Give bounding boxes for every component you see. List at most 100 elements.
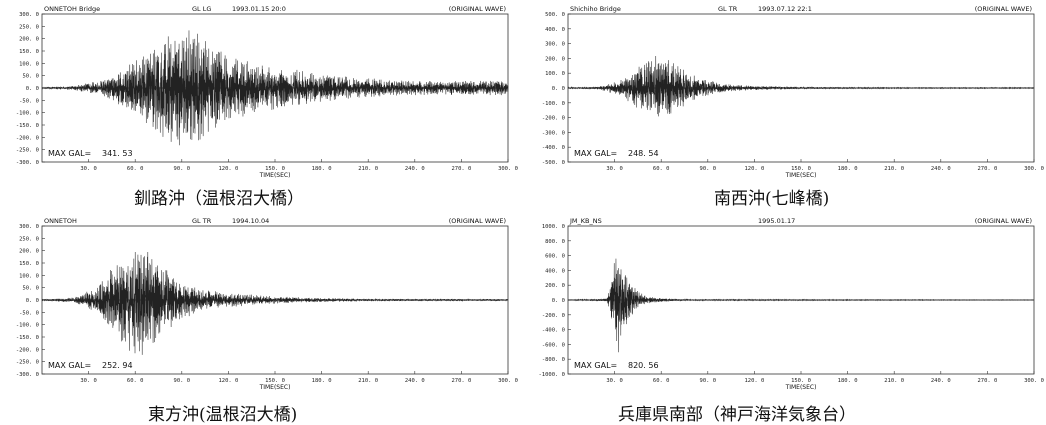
y-tick-label: 300. 0 [19, 12, 39, 18]
x-tick-label: 150. 0 [265, 378, 285, 384]
x-tick-label: 60. 0 [127, 166, 144, 172]
y-tick-label: 100. 0 [19, 61, 39, 67]
panel-kushiro: ONNETOH Bridge GL LG 1993.01.15 20:0 (ORIGI… [0, 0, 520, 210]
date-label: 1994.10.04 [232, 217, 269, 225]
x-tick-label: 90. 0 [700, 378, 717, 384]
x-tick-label: 30. 0 [606, 166, 623, 172]
waveform-trace [567, 258, 1035, 353]
component-label: GL LG [192, 5, 211, 13]
x-tick-label: 300. 0 [498, 378, 518, 384]
x-tick-label: 180. 0 [838, 378, 858, 384]
y-tick-label: 200. 0 [19, 37, 39, 43]
caption-nansei: 南西沖(七峰橋) [714, 189, 830, 209]
y-tick-label: 200. 0 [19, 249, 39, 255]
station-label: JM_KB_NS [569, 217, 602, 225]
x-tick-label: 270. 0 [451, 378, 471, 384]
x-tick-label: 180. 0 [838, 166, 858, 172]
y-tick-label: 50. 0 [22, 74, 39, 80]
y-tick-label: 600. 0 [545, 254, 565, 260]
x-tick-label: 240. 0 [405, 166, 425, 172]
x-axis-label: TIME(SEC) [785, 172, 817, 179]
x-tick-label: 300. 0 [498, 166, 518, 172]
x-tick-label: 210. 0 [884, 378, 904, 384]
x-tick-label: 300. 0 [1024, 166, 1044, 172]
x-tick-label: 30. 0 [80, 166, 97, 172]
y-tick-label: -100. 0 [16, 323, 39, 329]
x-tick-label: 270. 0 [977, 166, 997, 172]
panel-toho: ONNETOH GL TR 1994.10.04 (ORIGINAL WAVE) 300… [0, 212, 520, 425]
x-tick-label: 120. 0 [218, 166, 238, 172]
y-tick-label: -150. 0 [16, 123, 39, 129]
y-tick-label: 0. 0 [26, 298, 39, 304]
y-tick-label: 400. 0 [545, 268, 565, 274]
y-tick-label: -300. 0 [16, 372, 39, 378]
max-gal-label: MAX GAL= [48, 361, 91, 370]
y-tick-label: 500. 0 [545, 12, 565, 18]
y-tick-label: -250. 0 [16, 360, 39, 366]
max-gal-label: MAX GAL= [48, 149, 91, 158]
chart-nansei: Shichiho Bridge GL TR 1993.07.12 22:1 (ORIG… [542, 5, 1044, 179]
wave-tag: (ORIGINAL WAVE) [975, 5, 1032, 13]
station-label: ONNETOH Bridge [44, 5, 100, 13]
y-tick-label: 300. 0 [545, 42, 565, 48]
station-label: Shichiho Bridge [570, 5, 621, 13]
y-tick-label: 100. 0 [19, 273, 39, 279]
x-tick-label: 90. 0 [700, 166, 717, 172]
waveform-trace [41, 251, 509, 355]
y-tick-label: -500. 0 [542, 160, 565, 166]
y-tick-label: 200. 0 [545, 283, 565, 289]
x-tick-label: 120. 0 [744, 378, 764, 384]
x-tick-label: 150. 0 [791, 378, 811, 384]
x-axis-label: TIME(SEC) [259, 384, 291, 391]
x-tick-label: 240. 0 [931, 378, 951, 384]
max-gal-value: 341. 53 [102, 149, 133, 158]
y-tick-label: 250. 0 [19, 236, 39, 242]
y-tick-label: -200. 0 [16, 135, 39, 141]
x-tick-label: 90. 0 [174, 166, 191, 172]
caption-hyogo: 兵庫県南部（神戸海洋気象台） [618, 405, 856, 425]
y-tick-label: -800. 0 [542, 357, 565, 363]
x-tick-label: 30. 0 [80, 378, 97, 384]
waveform-trace [567, 55, 1035, 117]
y-tick-label: 200. 0 [545, 56, 565, 62]
component-label: GL TR [718, 5, 738, 13]
x-tick-label: 60. 0 [127, 378, 144, 384]
y-tick-label: -250. 0 [16, 148, 39, 154]
date-label: 1995.01.17 [758, 217, 795, 225]
x-tick-label: 150. 0 [791, 166, 811, 172]
wave-tag: (ORIGINAL WAVE) [975, 217, 1032, 225]
y-tick-label: 250. 0 [19, 24, 39, 30]
y-tick-label: -600. 0 [542, 342, 565, 348]
caption-toho: 東方沖(温根沼大橋) [148, 405, 298, 425]
x-tick-label: 240. 0 [931, 166, 951, 172]
caption-kushiro: 釧路沖（温根沼大橋） [134, 189, 304, 209]
y-tick-label: 0. 0 [552, 298, 565, 304]
max-gal-value: 252. 94 [102, 361, 133, 370]
date-label: 1993.01.15 20:0 [232, 5, 286, 13]
x-tick-label: 300. 0 [1024, 378, 1044, 384]
y-tick-label: -150. 0 [16, 335, 39, 341]
y-tick-label: 150. 0 [19, 261, 39, 267]
chart-hyogo: JM_KB_NS 1995.01.17 (ORIGINAL WAVE) 1000. 0… [539, 217, 1044, 391]
y-tick-label: -400. 0 [542, 145, 565, 151]
panel-nansei: Shichiho Bridge GL TR 1993.07.12 22:1 (ORIG… [526, 0, 1046, 210]
x-tick-label: 210. 0 [358, 166, 378, 172]
x-tick-label: 180. 0 [312, 166, 332, 172]
component-label: GL TR [192, 217, 212, 225]
max-gal-label: MAX GAL= [574, 149, 617, 158]
y-tick-label: 0. 0 [26, 86, 39, 92]
y-tick-label: 50. 0 [22, 286, 39, 292]
x-tick-label: 120. 0 [744, 166, 764, 172]
x-axis-label: TIME(SEC) [259, 172, 291, 179]
chart-kushiro: ONNETOH Bridge GL LG 1993.01.15 20:0 (ORIGI… [16, 5, 518, 179]
max-gal-value: 248. 54 [628, 149, 659, 158]
y-tick-label: -50. 0 [19, 98, 39, 104]
x-tick-label: 270. 0 [977, 378, 997, 384]
x-tick-label: 60. 0 [653, 378, 670, 384]
x-tick-label: 120. 0 [218, 378, 238, 384]
panel-hyogo: JM_KB_NS 1995.01.17 (ORIGINAL WAVE) 1000. 0… [526, 212, 1046, 425]
y-tick-label: -200. 0 [16, 347, 39, 353]
wave-tag: (ORIGINAL WAVE) [449, 5, 506, 13]
station-label: ONNETOH [44, 217, 77, 225]
x-tick-label: 90. 0 [174, 378, 191, 384]
